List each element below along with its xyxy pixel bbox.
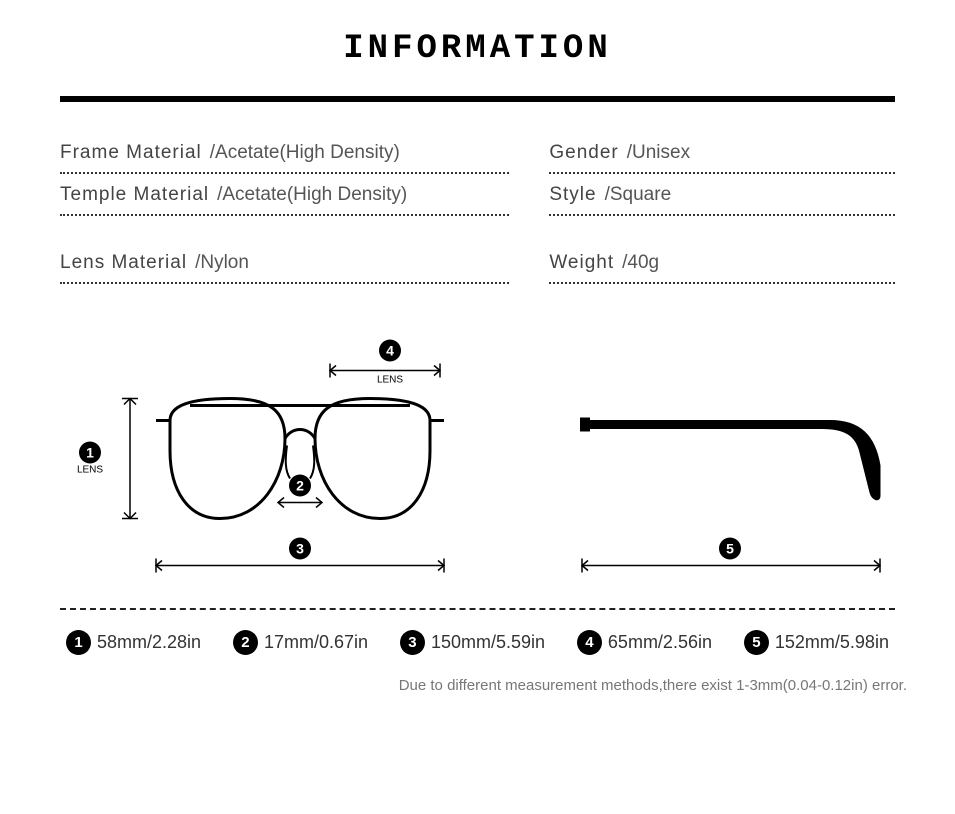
measurement-text: 152mm/5.98in [775,632,889,653]
spec-gender: Gender /Unisex [549,132,895,174]
svg-text:1: 1 [86,445,94,461]
badge-2: 2 [289,475,311,497]
svg-text:LENS: LENS [77,465,103,476]
spec-style: Style /Square [549,174,895,216]
spec-label: Temple Material [60,184,209,206]
badge-icon: 2 [233,630,258,655]
glasses-diagram: 1 LENS 2 3 4 LENS 5 [60,318,895,588]
badge-1: 1 LENS [77,442,103,476]
spec-label: Weight [549,252,614,274]
measurement-text: 150mm/5.59in [431,632,545,653]
spec-lens-material: Lens Material /Nylon [60,242,509,284]
spec-label: Lens Material [60,252,187,274]
measurement-3: 3 150mm/5.59in [400,630,545,655]
specs-grid: Frame Material /Acetate(High Density) Ge… [48,132,907,284]
badge-icon: 1 [66,630,91,655]
spec-frame-material: Frame Material /Acetate(High Density) [60,132,509,174]
measurement-text: 17mm/0.67in [264,632,368,653]
measurement-2: 2 17mm/0.67in [233,630,368,655]
measurements-row: 1 58mm/2.28in 2 17mm/0.67in 3 150mm/5.59… [48,630,907,655]
measurement-5: 5 152mm/5.98in [744,630,889,655]
spec-value: /Acetate(High Density) [217,184,407,206]
spec-value: /Nylon [195,252,249,274]
diagram-svg: 1 LENS 2 3 4 LENS 5 [60,318,895,588]
svg-text:4: 4 [386,343,394,359]
svg-text:5: 5 [726,541,734,557]
spec-value: /Unisex [627,142,690,164]
page-title: INFORMATION [48,30,907,68]
svg-text:2: 2 [296,478,304,494]
measurement-text: 65mm/2.56in [608,632,712,653]
svg-text:3: 3 [296,541,304,557]
measurement-text: 58mm/2.28in [97,632,201,653]
badge-4: 4 LENS [377,340,403,386]
measurement-4: 4 65mm/2.56in [577,630,712,655]
spec-label: Style [549,184,596,206]
badge-5: 5 [719,538,741,560]
badge-icon: 4 [577,630,602,655]
title-underline [60,96,895,102]
spec-label: Gender [549,142,618,164]
spec-value: /Square [605,184,672,206]
spec-weight: Weight /40g [549,242,895,284]
spec-temple-material: Temple Material /Acetate(High Density) [60,174,509,216]
spec-label: Frame Material [60,142,202,164]
badge-icon: 5 [744,630,769,655]
measurement-1: 1 58mm/2.28in [66,630,201,655]
disclaimer-text: Due to different measurement methods,the… [48,677,907,694]
spec-value: /Acetate(High Density) [210,142,400,164]
badge-icon: 3 [400,630,425,655]
badge-3: 3 [289,538,311,560]
spec-value: /40g [622,252,659,274]
svg-text:LENS: LENS [377,375,403,386]
diagram-separator [60,608,895,610]
